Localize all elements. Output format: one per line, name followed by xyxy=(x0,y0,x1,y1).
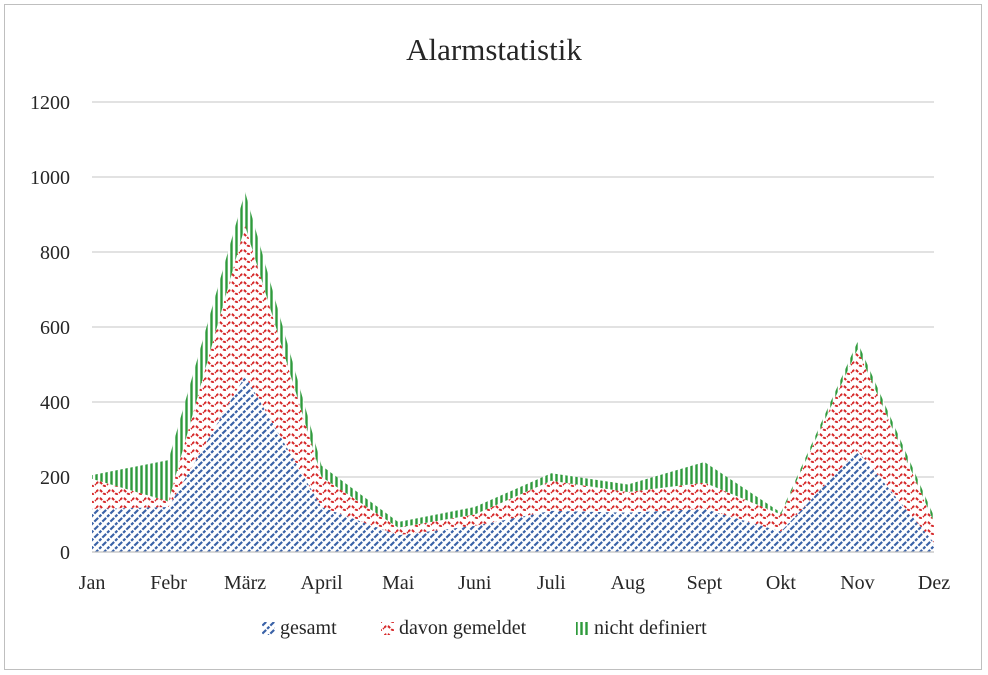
x-tick-label: Febr xyxy=(150,572,187,594)
x-tick-label: Aug xyxy=(611,572,645,594)
x-tick-label: Jan xyxy=(79,572,106,594)
legend: gesamt davon gemeldet nicht definiert xyxy=(262,617,707,639)
y-tick-label: 1000 xyxy=(30,167,70,189)
x-tick-label: Nov xyxy=(840,572,874,594)
y-tick-label: 600 xyxy=(40,317,70,339)
chart-frame xyxy=(4,4,982,670)
area-series-1 xyxy=(92,375,934,552)
x-tick-label: Juni xyxy=(458,572,492,594)
x-tick-label: Okt xyxy=(766,572,796,594)
area-series-2 xyxy=(92,225,934,543)
x-axis-tick-labels: Jan Febr März April Mai Juni Juli Aug Sept Okt Nov… xyxy=(79,572,951,594)
legend-swatch xyxy=(381,622,394,635)
y-tick-label: 0 xyxy=(60,542,70,564)
y-tick-label: 400 xyxy=(40,392,70,414)
y-tick-label: 1200 xyxy=(30,92,70,114)
legend-item: gesamt xyxy=(262,617,337,639)
y-axis-tick-labels: 0 200 400 600 800 1000 1200 xyxy=(30,92,70,564)
x-tick-label: Juli xyxy=(537,572,566,594)
x-tick-label: Dez xyxy=(918,572,950,594)
area-series xyxy=(92,192,934,552)
x-tick-label: April xyxy=(301,572,344,594)
legend-label: davon gemeldet xyxy=(399,617,527,639)
legend-item: nicht definiert xyxy=(576,617,707,639)
chart-title: Alarmstatistik xyxy=(406,32,582,67)
legend-swatch xyxy=(262,622,275,635)
y-tick-label: 800 xyxy=(40,242,70,264)
legend-label: nicht definiert xyxy=(594,617,707,639)
legend-label: gesamt xyxy=(280,617,337,639)
x-tick-label: Mai xyxy=(382,572,415,594)
x-tick-label: Sept xyxy=(687,572,723,594)
legend-item: davon gemeldet xyxy=(381,617,527,639)
y-tick-label: 200 xyxy=(40,467,70,489)
legend-swatch xyxy=(576,622,589,635)
x-tick-label: März xyxy=(224,572,266,594)
